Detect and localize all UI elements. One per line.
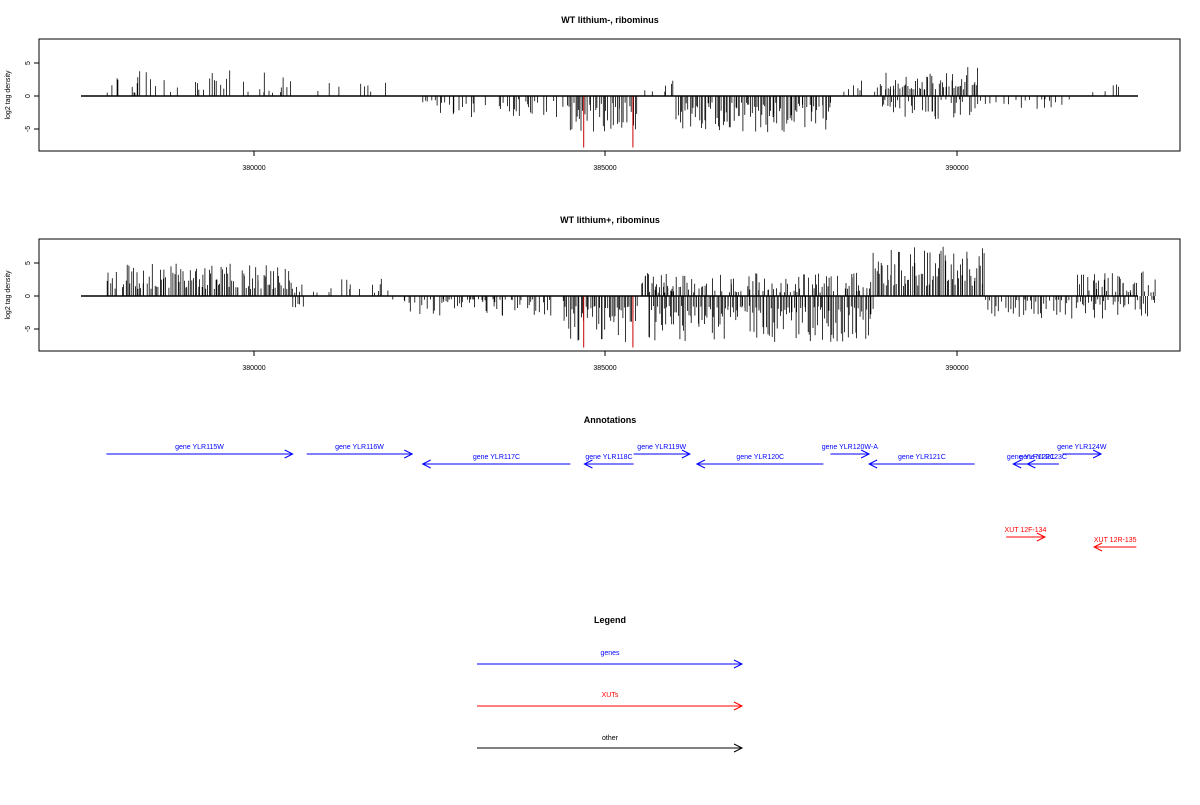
gene-feature[interactable]: gene YLR116W: [306, 444, 414, 459]
gene-arrowhead: [583, 459, 593, 469]
panel-1-ylabel: log2 tag density: [5, 70, 12, 120]
gene-arrowhead: [860, 449, 871, 459]
gene-arrowhead: [284, 449, 294, 459]
gene-feature[interactable]: gene YLR120W-A: [822, 444, 878, 459]
gene-feature[interactable]: gene YLR119W: [633, 444, 692, 459]
panel-1-xtick-label: 385000: [593, 165, 616, 172]
gene-arrowhead: [1092, 449, 1103, 459]
legend-arrowhead-xuts: [733, 701, 744, 711]
gene-arrowhead: [1026, 459, 1036, 469]
gene-label: gene YLR116W: [335, 444, 384, 451]
gene-feature[interactable]: gene YLR115W: [106, 444, 294, 459]
panel-1-xtick-label: 380000: [242, 165, 265, 172]
xut-feature[interactable]: XUT 12F-134: [1005, 527, 1047, 542]
gene-label: gene YLR124W: [1057, 444, 1107, 451]
gene-arrowhead: [695, 459, 706, 469]
legend-label-other: other: [602, 735, 619, 742]
gene-arrowhead: [681, 449, 692, 459]
panel-1-yaxis: 5 0 -5: [25, 61, 39, 132]
panel-2-xtick-label: 390000: [945, 365, 968, 372]
gene-feature[interactable]: gene YLR118C: [583, 454, 634, 469]
gene-arrowhead: [403, 449, 414, 459]
gene-arrowhead: [867, 459, 878, 469]
legend-label-xuts: XUTs: [602, 692, 619, 699]
gene-feature[interactable]: gene YLR117C: [421, 454, 571, 469]
panel-1-ytick-label: 5: [25, 61, 32, 65]
gene-arrowhead: [1012, 459, 1022, 469]
legend-title: Legend: [594, 615, 626, 625]
track-panel-2: WT lithium+, ribominus log2 tag density …: [5, 215, 1181, 372]
panel-2-bars: [106, 246, 1156, 348]
legend-arrowhead-other: [733, 743, 744, 753]
annotation-features: gene YLR115W gene YLR116W gene YLR117C gene…: [106, 444, 1137, 552]
panel-1-xaxis: 380000 385000 390000: [242, 151, 969, 172]
panel-2-title: WT lithium+, ribominus: [560, 215, 660, 225]
xut-arrowhead: [1092, 542, 1103, 552]
gene-label: gene YLR120W-A: [822, 444, 878, 451]
gene-label: gene YLR118C: [585, 454, 632, 461]
panel-1-title: WT lithium-, ribominus: [561, 15, 659, 25]
gene-feature[interactable]: gene YLR121C: [867, 454, 975, 469]
gene-feature[interactable]: gene YLR123C: [1019, 454, 1067, 469]
panel-1-frame: [38, 38, 1181, 152]
gene-label: gene YLR121C: [898, 454, 946, 461]
panel-2-ylabel: log2 tag density: [5, 270, 12, 320]
panel-1-ytick-label: 0: [25, 94, 32, 98]
legend: Legend genes XUTs other: [477, 615, 744, 753]
gene-feature[interactable]: gene YLR124W: [1057, 444, 1107, 459]
track-panel-1: WT lithium-, ribominus log2 tag density …: [5, 15, 1181, 172]
gene-arrowhead: [421, 459, 431, 469]
panel-1-xtick-label: 390000: [945, 165, 968, 172]
gene-label: gene YLR117C: [473, 454, 520, 461]
gene-label: gene YLR120C: [736, 454, 784, 461]
gene-label: gene YLR119W: [637, 444, 686, 451]
annotations-title: Annotations: [584, 415, 637, 425]
xut-feature[interactable]: XUT 12R-135: [1092, 537, 1137, 552]
gene-label: gene YLR115W: [175, 444, 224, 451]
panel-2-xaxis: 380000 385000 390000: [242, 351, 969, 372]
legend-label-genes: genes: [600, 650, 620, 657]
panel-2-ytick-label: -5: [25, 326, 32, 332]
gene-label: gene YLR123C: [1019, 454, 1067, 461]
panel-2-ytick-label: 5: [25, 261, 32, 265]
xut-label: XUT 12R-135: [1094, 537, 1137, 544]
panel-2-yaxis: 5 0 -5: [25, 261, 39, 332]
xut-label: XUT 12F-134: [1005, 527, 1047, 534]
panel-2-xtick-label: 385000: [593, 365, 616, 372]
gene-label: gene YLR122C: [1007, 454, 1055, 461]
xut-arrowhead: [1036, 532, 1047, 542]
gene-feature[interactable]: gene YLR120C: [695, 454, 824, 469]
legend-arrowhead-genes: [733, 659, 744, 669]
panel-1-bars: [106, 67, 1119, 148]
panel-2-ytick-label: 0: [25, 294, 32, 298]
panel-1-ytick-label: -5: [25, 126, 32, 132]
panel-2-frame: [38, 238, 1181, 352]
panel-2-xtick-label: 380000: [242, 365, 265, 372]
annotations-track: Annotations gene YLR115W gene YLR116Wgene…: [106, 415, 1137, 552]
